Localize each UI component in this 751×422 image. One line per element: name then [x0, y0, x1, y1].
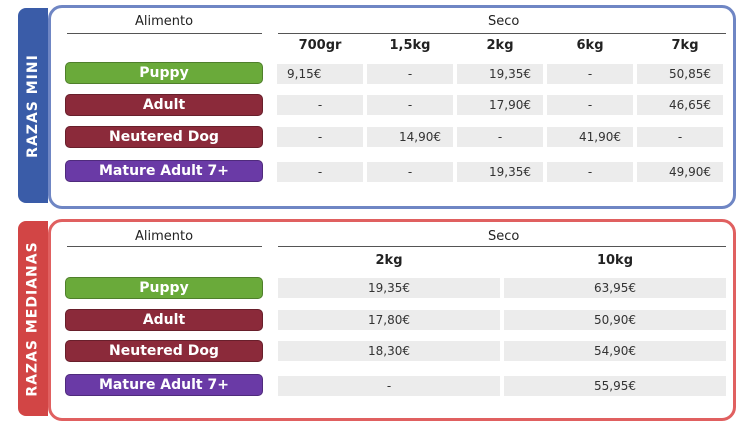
- medianas-cell: 55,95€: [504, 376, 726, 396]
- mini-cell: -: [457, 127, 543, 147]
- mini-cell: -: [637, 127, 723, 147]
- mini-side-tab: RAZAS MINI: [18, 8, 48, 203]
- mini-cell: -: [547, 162, 633, 182]
- medianas-row-puppy-label: Puppy: [65, 277, 263, 299]
- medianas-row-mature-label: Mature Adult 7+: [65, 374, 263, 396]
- mini-cell: 50,85€: [637, 64, 723, 84]
- medianas-side-tab: RAZAS MEDIANAS: [18, 221, 48, 416]
- medianas-cell: 50,90€: [504, 310, 726, 330]
- mini-rule-right: [278, 33, 726, 34]
- mini-row-mature-label: Mature Adult 7+: [65, 160, 263, 182]
- mini-rule-left: [67, 33, 262, 34]
- mini-col-700gr: 700gr: [298, 38, 342, 53]
- medianas-row-adult-label: Adult: [65, 309, 263, 331]
- medianas-cell: 18,30€: [278, 341, 500, 361]
- mini-row-neutered-label: Neutered Dog: [65, 126, 263, 148]
- mini-cell: 14,90€: [367, 127, 453, 147]
- mini-cell: 41,90€: [547, 127, 633, 147]
- medianas-row-neutered-label: Neutered Dog: [65, 340, 263, 362]
- mini-col-7kg: 7kg: [671, 38, 699, 53]
- mini-col-2kg: 2kg: [486, 38, 514, 53]
- medianas-cell: 17,80€: [278, 310, 500, 330]
- medianas-side-label: RAZAS MEDIANAS: [25, 240, 42, 397]
- mini-row-puppy-label: Puppy: [65, 62, 263, 84]
- mini-cell: -: [367, 162, 453, 182]
- medianas-cell: -: [278, 376, 500, 396]
- mini-col-6kg: 6kg: [576, 38, 604, 53]
- mini-header-seco: Seco: [488, 14, 520, 29]
- mini-cell: 46,65€: [637, 95, 723, 115]
- medianas-cell: 19,35€: [278, 278, 500, 298]
- mini-cell: -: [547, 95, 633, 115]
- medianas-cell: 63,95€: [504, 278, 726, 298]
- mini-cell: -: [547, 64, 633, 84]
- mini-cell: -: [277, 95, 363, 115]
- medianas-rule-left: [67, 246, 262, 247]
- mini-cell: -: [277, 127, 363, 147]
- mini-cell: 49,90€: [637, 162, 723, 182]
- medianas-col-2kg: 2kg: [375, 253, 403, 268]
- mini-cell: 17,90€: [457, 95, 543, 115]
- medianas-rule-right: [278, 246, 726, 247]
- mini-cell: 19,35€: [457, 64, 543, 84]
- medianas-cell: 54,90€: [504, 341, 726, 361]
- mini-cell: -: [367, 64, 453, 84]
- mini-col-1-5kg: 1,5kg: [389, 38, 431, 53]
- mini-header-alimento: Alimento: [135, 14, 194, 29]
- medianas-header-alimento: Alimento: [135, 229, 194, 244]
- mini-cell: -: [367, 95, 453, 115]
- mini-side-label: RAZAS MINI: [25, 53, 41, 158]
- mini-cell: -: [277, 162, 363, 182]
- mini-cell: 9,15€: [277, 64, 363, 84]
- medianas-header-seco: Seco: [488, 229, 520, 244]
- mini-row-adult-label: Adult: [65, 94, 263, 116]
- mini-cell: 19,35€: [457, 162, 543, 182]
- medianas-col-10kg: 10kg: [596, 253, 634, 268]
